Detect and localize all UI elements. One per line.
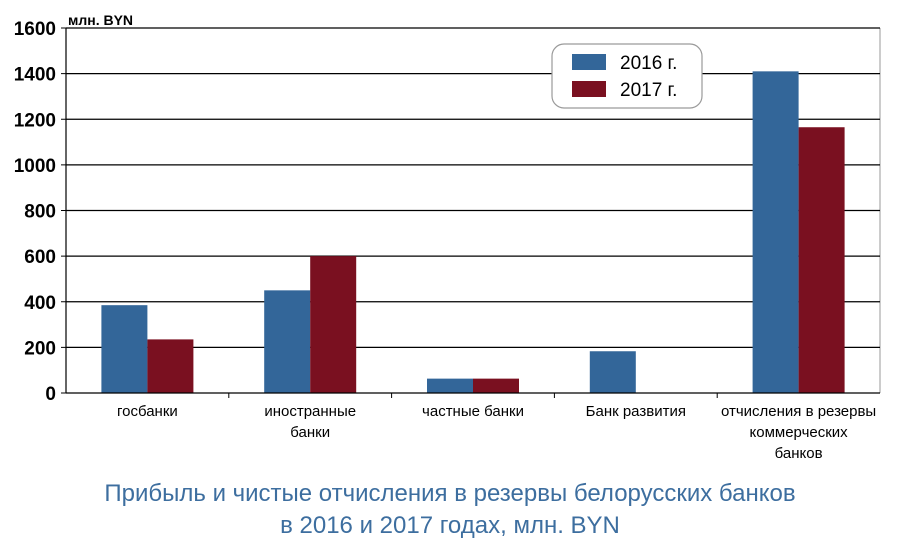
chart-title-line-2: в 2016 и 2017 годах, млн. BYN bbox=[280, 512, 620, 539]
bar bbox=[310, 256, 357, 393]
x-tick-label: госбанки bbox=[117, 403, 178, 420]
legend: 2016 г. 2017 г. bbox=[551, 43, 703, 109]
bar bbox=[427, 378, 473, 393]
bar bbox=[147, 339, 194, 393]
bar bbox=[101, 305, 148, 393]
x-tick-label: иностранные банки bbox=[264, 403, 356, 441]
y-tick-label: 1200 bbox=[14, 110, 56, 131]
y-tick-label: 800 bbox=[24, 202, 56, 223]
chart-title-line-1: Прибыль и чистые отчисления в резервы бе… bbox=[104, 480, 796, 507]
y-axis: 0 200 400 600 800 1000 1200 1400 1600 bbox=[14, 19, 67, 405]
legend-label: 2016 г. bbox=[620, 53, 677, 74]
x-tick-label: частные банки bbox=[422, 403, 524, 420]
y-tick-label: 1600 bbox=[14, 19, 56, 40]
bar-chart: 0 200 400 600 800 1000 1200 1400 1600 госбанки ин… bbox=[14, 12, 881, 462]
y-tick-label: 1000 bbox=[14, 156, 56, 177]
legend-swatch bbox=[572, 54, 606, 70]
gridlines bbox=[66, 27, 881, 393]
y-tick-label: 0 bbox=[45, 384, 56, 405]
legend-label: 2017 г. bbox=[620, 80, 677, 101]
bar bbox=[752, 71, 799, 393]
bar bbox=[473, 378, 519, 393]
y-tick-label: 1400 bbox=[14, 65, 56, 86]
bars bbox=[101, 71, 845, 393]
bar bbox=[798, 127, 845, 393]
y-tick-label: 600 bbox=[24, 247, 56, 268]
x-tick-label: Банк развития bbox=[586, 403, 686, 420]
chart-title: Прибыль и чистые отчисления в резервы бе… bbox=[0, 478, 900, 542]
x-tick-label: отчисления в резервы коммерческих банков bbox=[721, 403, 876, 462]
bar bbox=[264, 290, 311, 393]
unit-label: млн. BYN bbox=[68, 12, 133, 28]
x-axis: госбанки иностранные банки частные банки Бан… bbox=[66, 392, 880, 462]
bar bbox=[589, 351, 636, 393]
y-tick-label: 400 bbox=[24, 293, 56, 314]
legend-swatch bbox=[572, 81, 606, 97]
y-tick-label: 200 bbox=[24, 338, 56, 359]
